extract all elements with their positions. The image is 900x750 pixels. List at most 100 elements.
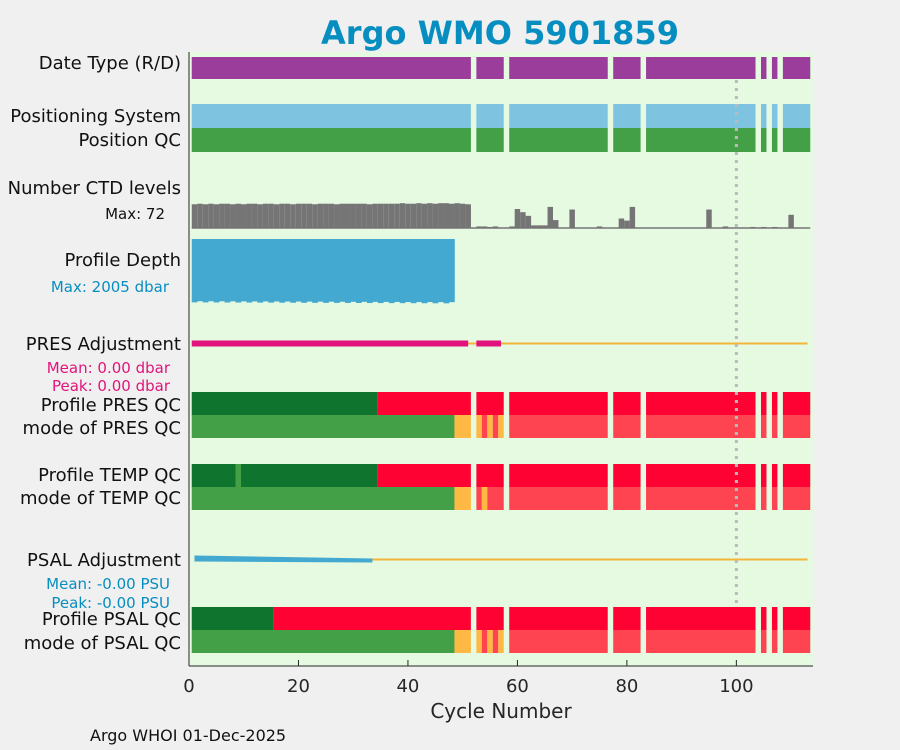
- profile_psal_qc-segment: [646, 607, 756, 630]
- profile_pres_qc-segment: [191, 392, 378, 415]
- profile_pres_qc-segment: [761, 392, 767, 415]
- row-label: Profile PRES QC: [41, 395, 181, 416]
- profile-depth-bar: [323, 239, 329, 303]
- position_qc-bar: [646, 128, 756, 152]
- row-label: Number CTD levels: [8, 178, 181, 199]
- profile_temp_qc-segment: [377, 464, 471, 487]
- profile_temp_qc-segment: [191, 464, 236, 487]
- plot-background: [189, 52, 813, 666]
- pres-adjustment-line: [476, 340, 501, 347]
- ctd-level-bar: [312, 204, 318, 228]
- row-label: Date Type (R/D): [39, 53, 181, 74]
- profile_pres_qc-segment: [771, 392, 778, 415]
- date_type-bar: [476, 57, 504, 79]
- ctd-level-bar: [350, 203, 356, 228]
- profile-depth-bar: [279, 239, 286, 303]
- profile_psal_qc-segment: [771, 607, 778, 630]
- mode_temp_qc-segment: [646, 487, 756, 510]
- ctd-level-bar: [788, 214, 794, 228]
- profile-depth-bar: [416, 239, 422, 303]
- mode_temp_qc-segment: [771, 487, 778, 510]
- profile-depth-bar: [235, 239, 242, 303]
- mode_pres_qc-segment: [761, 415, 767, 438]
- row-label: mode of PSAL QC: [24, 633, 181, 654]
- mode_pres_qc-segment: [613, 415, 641, 438]
- ctd-level-bar: [432, 203, 439, 228]
- mode_psal_qc-segment: [646, 630, 756, 653]
- ctd-level-bar: [553, 220, 559, 228]
- ctd-level-bar: [547, 206, 553, 228]
- ctd-level-bar: [410, 203, 417, 228]
- ctd-level-bar: [366, 204, 373, 228]
- ctd-level-bar: [323, 203, 329, 228]
- profile-depth-bar: [339, 239, 346, 302]
- mode_pres_qc-segment: [771, 415, 778, 438]
- profile-depth-bar: [251, 239, 258, 302]
- ctd-level-bar: [257, 204, 263, 228]
- ctd-level-bar: [208, 203, 214, 228]
- date_type-bar: [782, 57, 811, 79]
- ctd-level-bar: [334, 204, 340, 228]
- profile-depth-bar: [257, 239, 264, 303]
- ctd-level-bar: [219, 203, 225, 228]
- mode_temp_qc-segment: [454, 487, 471, 510]
- mode_pres_qc-segment: [191, 415, 455, 438]
- mode_temp_qc-segment: [613, 487, 641, 510]
- mode_psal_qc-segment: [761, 630, 767, 653]
- mode_psal_qc-segment: [498, 630, 504, 653]
- mode_psal_qc-segment: [476, 630, 482, 653]
- date_type-bar: [191, 57, 471, 79]
- ctd-level-bar: [525, 215, 532, 228]
- mode_pres_qc-segment: [481, 415, 488, 438]
- x-tick-label: 40: [396, 676, 419, 697]
- row-annotation: Peak: 0.00 dbar: [52, 377, 171, 395]
- row-label: Positioning System: [10, 106, 181, 127]
- positioning-bar: [476, 104, 504, 128]
- date_type-bar: [771, 57, 778, 79]
- position_qc-bar: [509, 128, 608, 152]
- ctd-level-bar: [514, 209, 521, 228]
- profile-depth-bar: [191, 239, 198, 303]
- mode_pres_qc-segment: [454, 415, 471, 438]
- mode_temp_qc-segment: [782, 487, 811, 510]
- mode_pres_qc-segment: [509, 415, 608, 438]
- ctd-level-bar: [301, 203, 307, 228]
- profile-depth-bar: [268, 239, 275, 303]
- profile_temp_qc-segment: [476, 464, 504, 487]
- positioning-bar: [771, 104, 778, 128]
- profile-depth-bar: [295, 239, 302, 302]
- profile-depth-bar: [334, 239, 340, 303]
- ctd-level-bar: [284, 203, 291, 228]
- positioning-bar: [191, 104, 471, 128]
- ctd-level-bar: [224, 203, 231, 228]
- ctd-level-bar: [361, 203, 367, 228]
- ctd-level-bar: [262, 203, 269, 228]
- positioning-bar: [509, 104, 608, 128]
- ctd-level-bar: [235, 203, 241, 228]
- ctd-level-bar: [306, 203, 313, 228]
- ctd-level-bar: [328, 203, 335, 228]
- profile-depth-bar: [345, 239, 351, 303]
- data-layer: [191, 57, 811, 653]
- ctd-level-bar: [230, 204, 236, 228]
- profile-depth-bar: [449, 239, 455, 303]
- profile_temp_qc-segment: [509, 464, 608, 487]
- ctd-level-bar: [197, 203, 203, 228]
- profile-depth-bar: [273, 239, 280, 302]
- profile-depth-bar: [328, 239, 335, 302]
- date_type-bar: [646, 57, 756, 79]
- mode_pres_qc-segment: [646, 415, 756, 438]
- row-label: PRES Adjustment: [26, 334, 181, 355]
- positioning-bar: [613, 104, 641, 128]
- x-tick-label: 80: [615, 676, 638, 697]
- ctd-level-bar: [531, 225, 537, 228]
- row-label: Position QC: [78, 130, 181, 151]
- profile_pres_qc-segment: [509, 392, 608, 415]
- profile_psal_qc-segment: [782, 607, 811, 630]
- ctd-level-bar: [377, 203, 384, 228]
- ctd-level-bar: [372, 203, 378, 228]
- row-annotation: Max: 2005 dbar: [51, 278, 170, 296]
- profile-depth-bar: [388, 239, 395, 304]
- ctd-level-bar: [629, 206, 636, 228]
- profile_temp_qc-segment: [761, 464, 767, 487]
